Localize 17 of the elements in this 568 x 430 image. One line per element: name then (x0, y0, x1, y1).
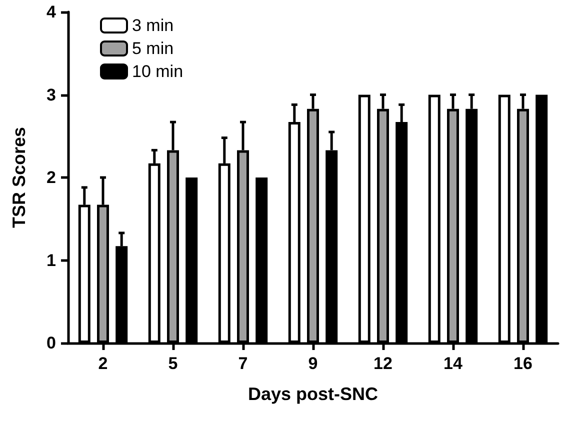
legend-label: 5 min (132, 39, 174, 58)
x-tick-label: 14 (444, 354, 463, 373)
y-tick-label: 1 (46, 250, 56, 270)
y-tick-label: 0 (46, 334, 56, 352)
y-tick-label: 3 (46, 85, 56, 104)
y-tick-label: 4 (46, 2, 57, 22)
x-tick-label: 5 (168, 354, 178, 373)
x-tick-label: 2 (98, 354, 108, 373)
legend-label: 10 min (132, 62, 184, 81)
x-tick-label: 7 (238, 354, 248, 373)
x-tick-label: 16 (514, 354, 532, 373)
legend-label: 3 min (132, 16, 174, 35)
y-axis-title: TSR Scores (9, 126, 29, 228)
x-tick-label: 9 (308, 354, 318, 373)
y-tick-label: 2 (46, 168, 56, 187)
x-axis-title: Days post-SNC (248, 384, 378, 404)
x-tick-label: 12 (374, 354, 392, 373)
